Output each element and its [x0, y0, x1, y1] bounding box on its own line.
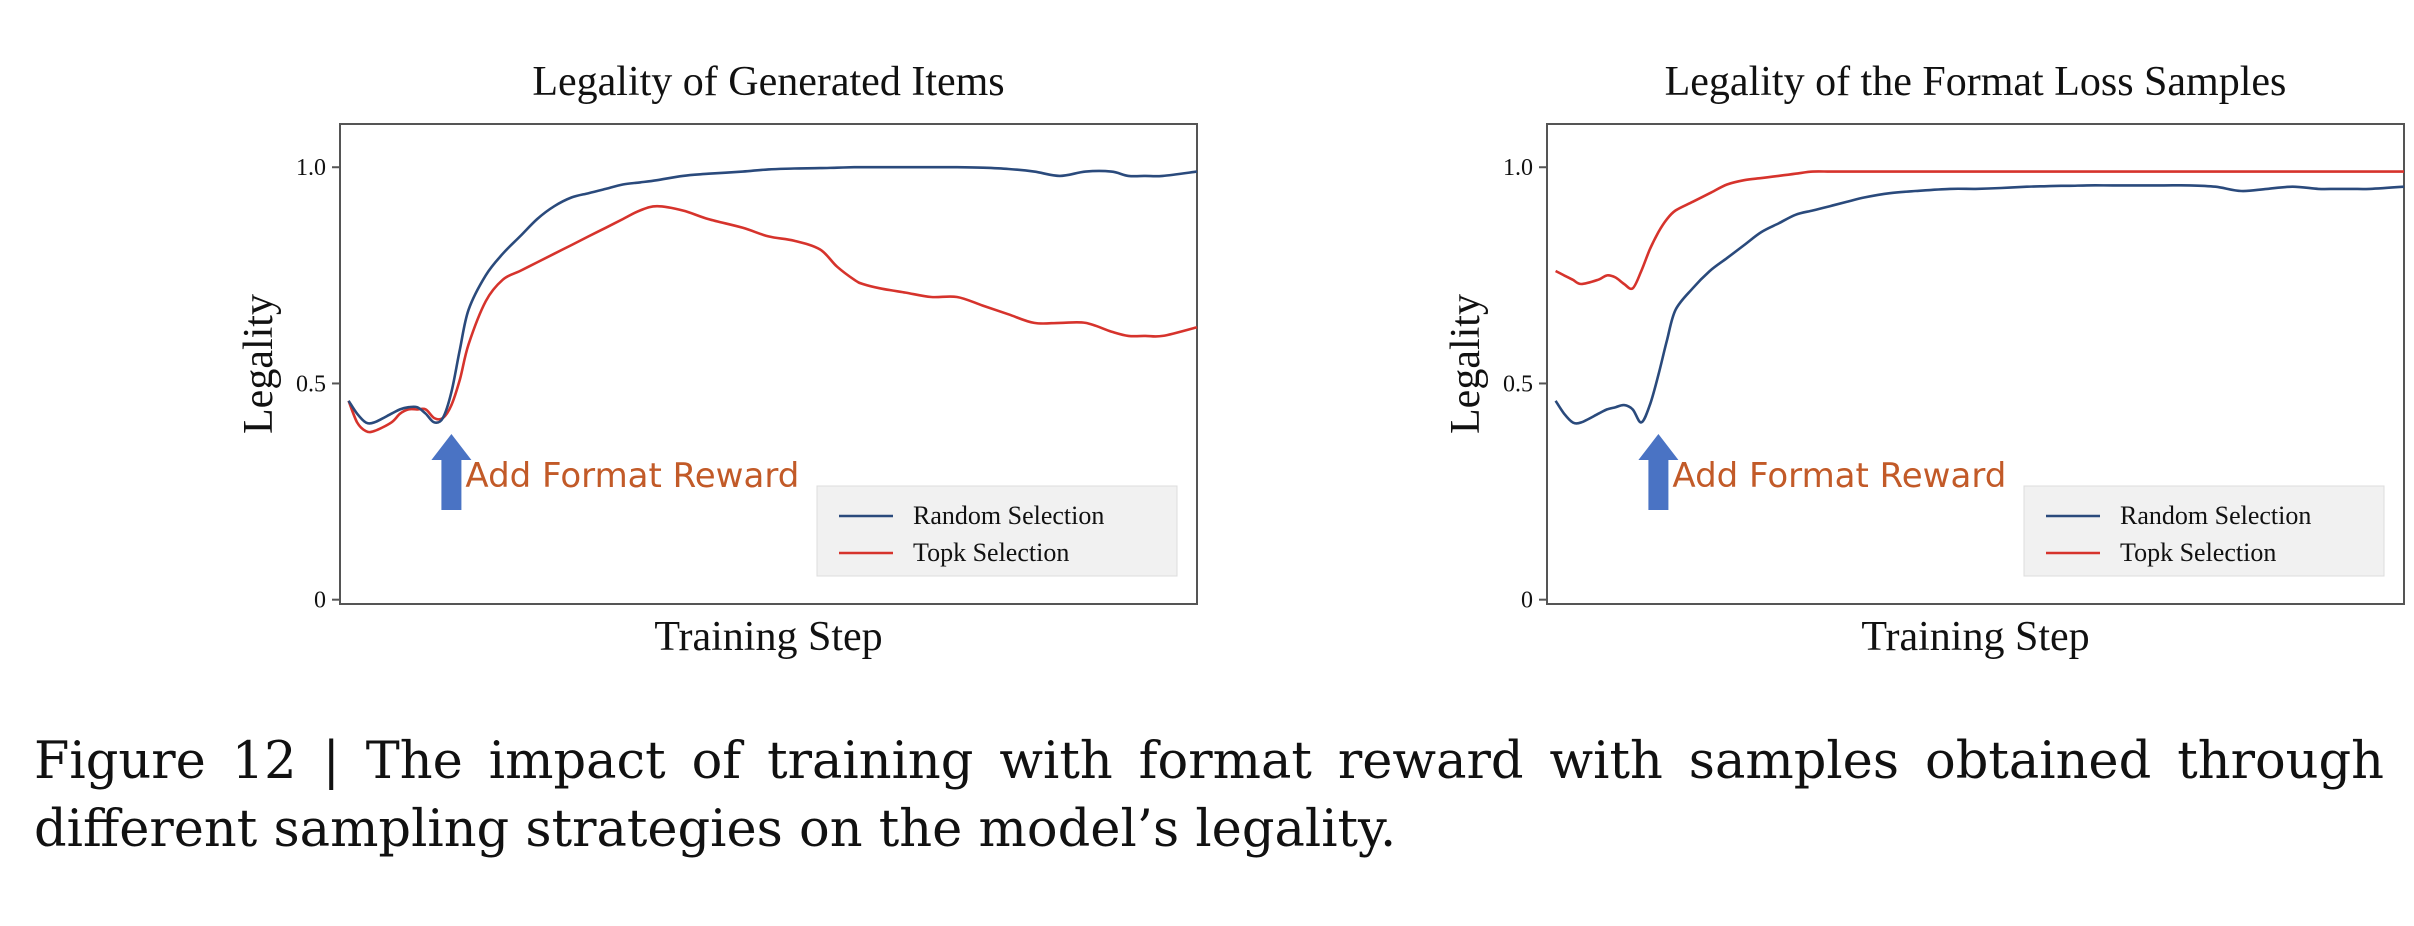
chart-1-legend: Random Selection Topk Selection	[2023, 485, 2385, 577]
chart-1-ytick-label-0: 0	[1521, 588, 1533, 614]
chart-0-series-1-line	[347, 204, 1198, 434]
chart-0-arrow-up-icon	[431, 434, 472, 510]
chart-0-series-0-line	[347, 165, 1198, 425]
chart-1-ytick-label-2: 1.0	[1503, 155, 1533, 181]
chart-1-ylabel: Legality	[1443, 294, 1489, 434]
chart-1-annotation: Add Format Reward	[1672, 456, 2006, 496]
chart-legality-generated-items: Legality of Generated Items 0 0.5 1.0 Legali…	[236, 59, 1198, 660]
chart-0-ytick-label-2: 1.0	[296, 155, 326, 181]
chart-1-series-0-line	[1554, 184, 2405, 425]
chart-1-xlabel: Training Step	[1861, 614, 2089, 660]
chart-0-plot-frame	[339, 123, 1198, 605]
chart-0-xlabel: Training Step	[654, 614, 882, 660]
chart-0-legend-label-1: Topk Selection	[913, 538, 1069, 567]
chart-0-ytick-label-0: 0	[314, 588, 326, 614]
chart-1-legend-box	[2023, 485, 2385, 577]
chart-0-title: Legality of Generated Items	[532, 59, 1004, 105]
chart-0-annotation: Add Format Reward	[465, 456, 799, 496]
chart-0-ylabel: Legality	[236, 294, 282, 434]
figure-caption: Figure 12 | The impact of training with …	[34, 732, 2384, 859]
chart-0-ytick-label-1: 0.5	[296, 371, 326, 397]
chart-legality-format-loss-samples: Legality of the Format Loss Samples 0 0.5 1…	[1443, 59, 2405, 660]
chart-1-arrow-up-icon	[1638, 434, 1679, 510]
chart-1-legend-label-1: Topk Selection	[2120, 538, 2276, 567]
chart-1-ytick-label-1: 0.5	[1503, 371, 1533, 397]
chart-1-series-1-line	[1555, 170, 2404, 291]
chart-1-title: Legality of the Format Loss Samples	[1665, 59, 2287, 105]
chart-1-legend-label-0: Random Selection	[2120, 501, 2311, 530]
chart-0-legend: Random Selection Topk Selection	[816, 485, 1178, 577]
chart-0-legend-box	[816, 485, 1178, 577]
chart-0-legend-label-0: Random Selection	[913, 501, 1104, 530]
chart-1-plot-frame	[1546, 123, 2405, 605]
